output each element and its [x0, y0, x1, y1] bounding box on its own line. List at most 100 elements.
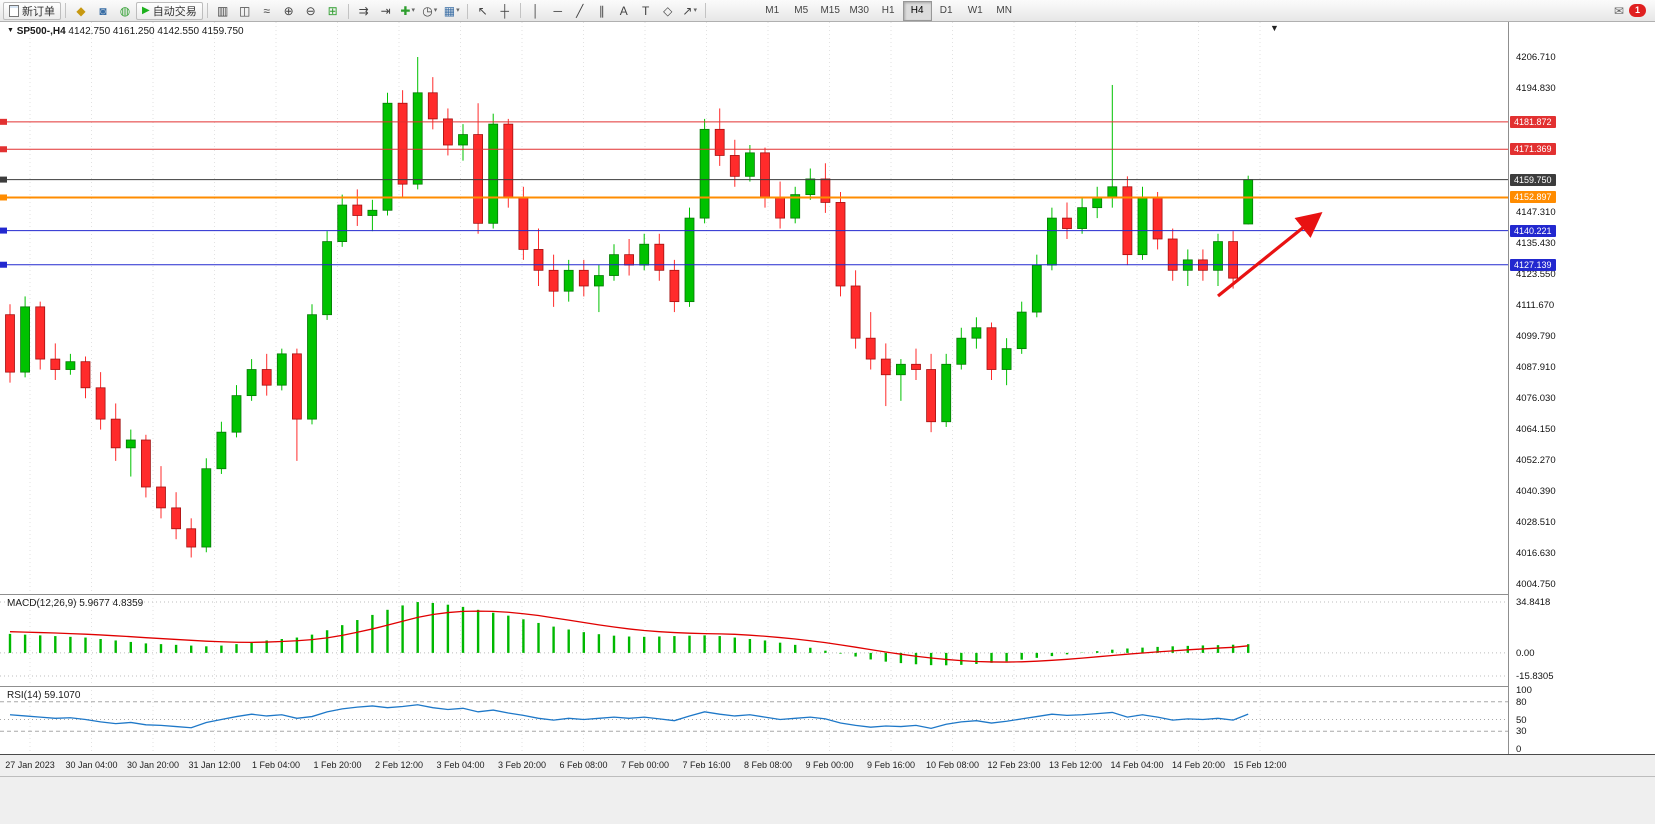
timeframe-mn[interactable]: MN: [996, 4, 1012, 16]
time-axis-label: 6 Feb 08:00: [559, 760, 608, 770]
timeframe-m30[interactable]: M30: [849, 4, 869, 16]
text-label-icon[interactable]: T: [642, 3, 650, 18]
crosshair-icon[interactable]: ┼: [500, 3, 509, 18]
price-line-handle[interactable]: [0, 261, 7, 268]
bar-chart-icon[interactable]: ▥: [217, 3, 229, 18]
timeframe-m1[interactable]: M1: [765, 4, 780, 16]
candle-body: [171, 507, 182, 530]
macd-indicator-values: 5.9677 4.8359: [79, 598, 144, 609]
time-axis-label: 7 Feb 00:00: [620, 760, 670, 770]
tile-windows-icon[interactable]: ⊞: [327, 3, 338, 18]
horizontal-line-icon[interactable]: ─: [553, 3, 562, 18]
price-badge-4181.872: 4181.872: [1510, 115, 1556, 128]
candle-body: [1047, 217, 1057, 266]
zoom-in-icon[interactable]: ⊕: [283, 3, 294, 18]
candle-body: [201, 468, 212, 548]
toolbar-separator: [519, 3, 521, 18]
candle-body: [503, 123, 514, 198]
shapes-icon[interactable]: ◇: [663, 3, 673, 18]
candle-body: [775, 196, 785, 219]
candle-body: [835, 202, 846, 287]
time-axis-label: 9 Feb 00:00: [805, 760, 854, 770]
timeframe-m5[interactable]: M5: [794, 4, 809, 16]
timeframe-d1[interactable]: D1: [939, 4, 953, 16]
new-chart-button[interactable]: ✚ ▾: [400, 3, 415, 18]
pane-divider[interactable]: [0, 594, 1655, 595]
toolbar-separator: [347, 4, 349, 20]
candle-body: [548, 269, 559, 292]
time-axis-label: 15 Feb 12:00: [1233, 760, 1287, 770]
candle-body: [276, 353, 287, 386]
candle-body: [1107, 186, 1118, 198]
periods-button[interactable]: ◷ ▾: [422, 3, 438, 18]
rsi-axis-label: 50: [1516, 714, 1527, 726]
line-chart-icon[interactable]: ≈: [263, 3, 270, 18]
time-axis[interactable]: 27 Jan 2023 30 Jan 04:00 30 Jan 20:00 31 Ja…: [0, 754, 1655, 776]
collapse-arrow-icon[interactable]: ▼: [7, 27, 14, 34]
arrows-icon[interactable]: ↗ ▾: [682, 3, 697, 18]
timeframe-h1[interactable]: H1: [881, 4, 895, 16]
candle-body: [941, 363, 952, 423]
candle-body: [95, 387, 106, 420]
equidistant-channel-icon[interactable]: ∥: [598, 3, 605, 18]
price-line-handle[interactable]: [0, 146, 7, 153]
zoom-out-icon[interactable]: ⊖: [305, 3, 316, 18]
candle-body: [291, 353, 302, 420]
time-axis-label: 31 Jan 12:00: [188, 760, 241, 770]
candle-body: [382, 102, 393, 211]
new-order-button[interactable]: 新订单: [3, 1, 61, 20]
candle-body: [125, 439, 136, 449]
price-badge-4140.221: 4140.221: [1510, 224, 1556, 237]
candle-body: [1077, 207, 1087, 229]
time-axis-label: 30 Jan 04:00: [65, 760, 118, 770]
macd-indicator-name: MACD(12,26,9): [7, 598, 77, 609]
timeframe-toolbar: M1 M5 M15 M30 H1 H4 D1 W1 MN: [758, 0, 1019, 21]
chart-shift-marker[interactable]: ▼: [1270, 23, 1279, 33]
candle-body: [790, 194, 801, 219]
candle-body: [412, 92, 423, 185]
price-line-handle[interactable]: [0, 176, 7, 183]
price-axis[interactable]: 4206.710 4194.830 4147.310 4135.430 4123.550…: [1508, 22, 1655, 755]
macd-pane[interactable]: [0, 594, 1508, 686]
candlestick-chart-icon[interactable]: ◫: [239, 3, 251, 18]
notification-badge[interactable]: 1: [1629, 4, 1646, 17]
timeframe-w1[interactable]: W1: [967, 4, 983, 16]
templates-button[interactable]: ▦ ▾: [443, 3, 460, 18]
symbol-name: SP500-,H4: [16, 26, 66, 37]
price-axis-label: 4087.910: [1516, 362, 1556, 374]
chart-shift-icon[interactable]: ⇥: [380, 3, 391, 18]
signals-icon[interactable]: ◍: [119, 3, 131, 18]
candle-body: [216, 431, 227, 470]
vertical-line-icon[interactable]: │: [531, 3, 540, 18]
candle-body: [427, 92, 438, 120]
candle-body: [50, 358, 61, 370]
price-line-handle[interactable]: [0, 194, 7, 201]
price-line-handle[interactable]: [0, 118, 7, 125]
trendline-icon[interactable]: ╱: [576, 3, 584, 18]
auto-scroll-icon[interactable]: ⇉: [358, 3, 369, 18]
news-icon[interactable]: ✉: [1613, 3, 1624, 18]
pane-divider[interactable]: [0, 686, 1655, 687]
rsi-indicator-value: 59.1070: [44, 690, 81, 701]
metaeditor-icon[interactable]: ◆: [76, 3, 86, 18]
time-axis-label: 3 Feb 04:00: [436, 760, 485, 770]
candle-body: [140, 439, 151, 488]
cursor-icon[interactable]: ↖: [477, 3, 488, 18]
rsi-axis-label: 80: [1516, 696, 1527, 708]
auto-trading-button[interactable]: ▶ 自动交易: [136, 1, 203, 20]
price-line-handle[interactable]: [0, 227, 7, 234]
candle-body: [1167, 238, 1178, 271]
candle-body: [397, 102, 408, 185]
rsi-pane[interactable]: [0, 686, 1508, 754]
text-icon[interactable]: A: [619, 3, 628, 18]
play-icon: ▶: [142, 5, 150, 16]
candle-body: [578, 269, 589, 287]
trend-arrow-annotation[interactable]: [1216, 211, 1323, 298]
candle-body: [911, 363, 921, 370]
market-watch-icon[interactable]: ◙: [99, 3, 107, 18]
price-axis-label: 4004.750: [1516, 579, 1556, 591]
time-axis-label: 2 Feb 12:00: [374, 760, 424, 770]
timeframe-m15[interactable]: M15: [820, 4, 840, 16]
timeframe-h4[interactable]: H4: [902, 0, 932, 21]
price-pane[interactable]: [0, 22, 1508, 594]
